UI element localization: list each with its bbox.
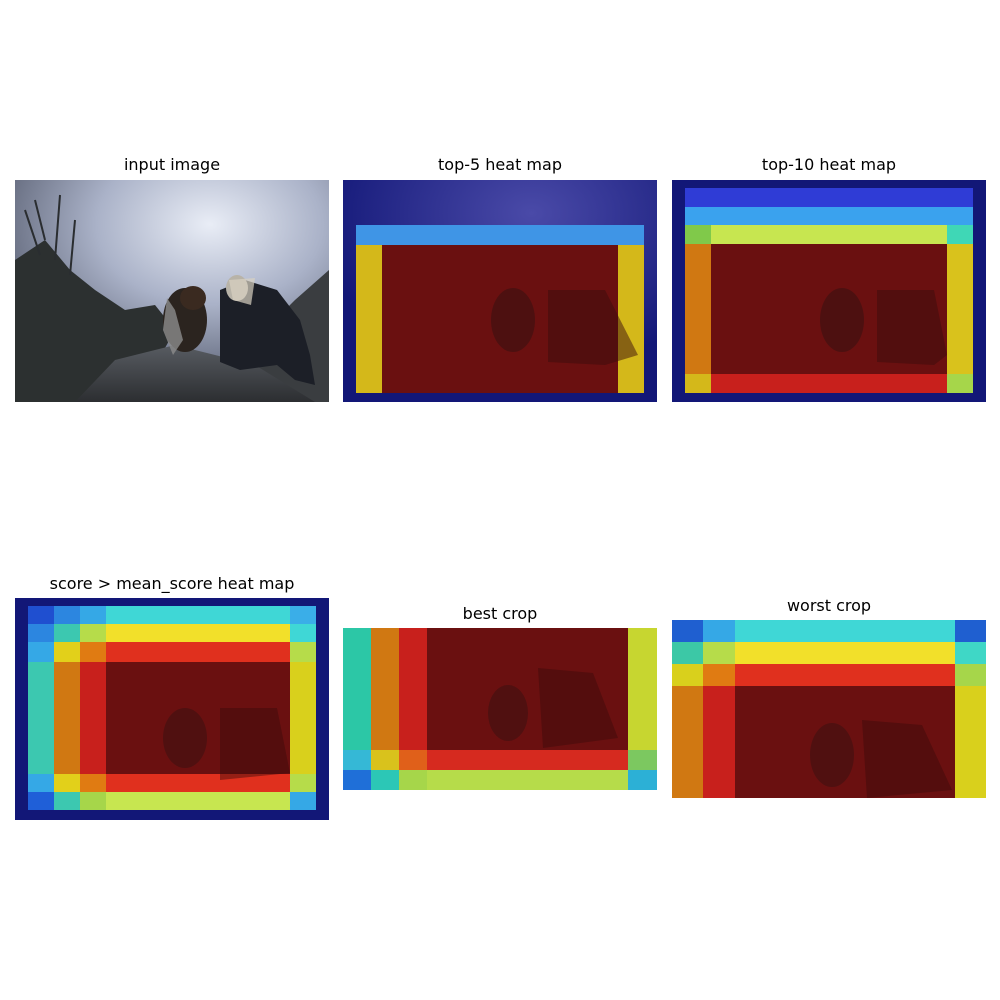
path-ground	[75, 345, 315, 402]
panel-title-worst-crop: worst crop	[786, 596, 872, 615]
panel-title-top5: top-5 heat map	[438, 155, 562, 174]
score-mean-heatmap	[15, 598, 329, 820]
top10-heatmap-panel	[672, 180, 986, 402]
input-image	[15, 180, 329, 402]
panel-title-score-mean: score > mean_score heat map	[49, 574, 295, 593]
best-crop	[343, 628, 657, 790]
panel-title-top10: top-10 heat map	[761, 155, 897, 174]
person	[220, 280, 315, 385]
panel-title-best-crop: best crop	[462, 604, 538, 623]
scarf	[163, 298, 183, 355]
best-crop-panel	[343, 628, 657, 790]
top10-heatmap	[672, 180, 986, 402]
score-mean-heatmap-panel	[15, 598, 329, 820]
panel-title-input-image: input image	[123, 155, 221, 174]
top5-heatmap	[343, 180, 657, 402]
top5-heatmap-panel	[343, 180, 657, 402]
worst-crop-panel	[672, 620, 986, 798]
worst-crop	[672, 620, 986, 798]
input-image-panel	[15, 180, 329, 402]
